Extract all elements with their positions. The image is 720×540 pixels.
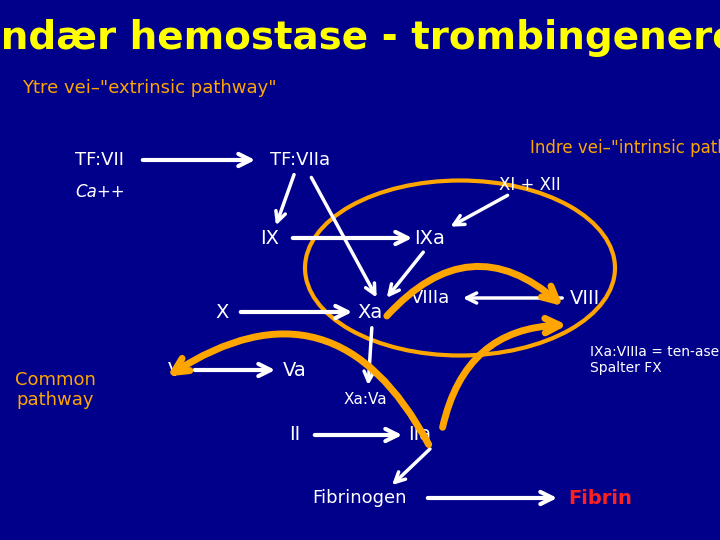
Text: Ytre vei–"extrinsic pathway": Ytre vei–"extrinsic pathway" <box>22 79 276 97</box>
Text: Indre vei–"intrinsic pathway": Indre vei–"intrinsic pathway" <box>530 139 720 157</box>
Text: Ca++: Ca++ <box>75 183 125 201</box>
Text: Xa:Va: Xa:Va <box>343 393 387 408</box>
FancyArrowPatch shape <box>174 334 428 444</box>
Text: IXa:VIIIa = ten-ase
Spalter FX: IXa:VIIIa = ten-ase Spalter FX <box>590 345 719 375</box>
Text: X: X <box>215 302 229 321</box>
Text: IIa: IIa <box>408 426 431 444</box>
Text: Fibrin: Fibrin <box>568 489 632 508</box>
Text: V: V <box>168 361 181 380</box>
Text: II: II <box>289 426 301 444</box>
Text: Common
pathway: Common pathway <box>14 370 96 409</box>
Text: VIII: VIII <box>570 288 600 307</box>
Text: TF:VIIa: TF:VIIa <box>270 151 330 169</box>
Text: Xa: Xa <box>357 302 382 321</box>
Text: Sekundær hemostase - trombingenerering: Sekundær hemostase - trombingenerering <box>0 19 720 57</box>
FancyArrowPatch shape <box>443 319 559 427</box>
Text: XI + XII: XI + XII <box>499 176 561 194</box>
Text: Fibrinogen: Fibrinogen <box>312 489 408 507</box>
Text: IX: IX <box>261 228 279 247</box>
Text: TF:VII: TF:VII <box>75 151 124 169</box>
Text: IXa: IXa <box>415 228 446 247</box>
Text: Va: Va <box>283 361 307 380</box>
FancyArrowPatch shape <box>387 266 557 316</box>
Text: VIIIa: VIIIa <box>410 289 449 307</box>
